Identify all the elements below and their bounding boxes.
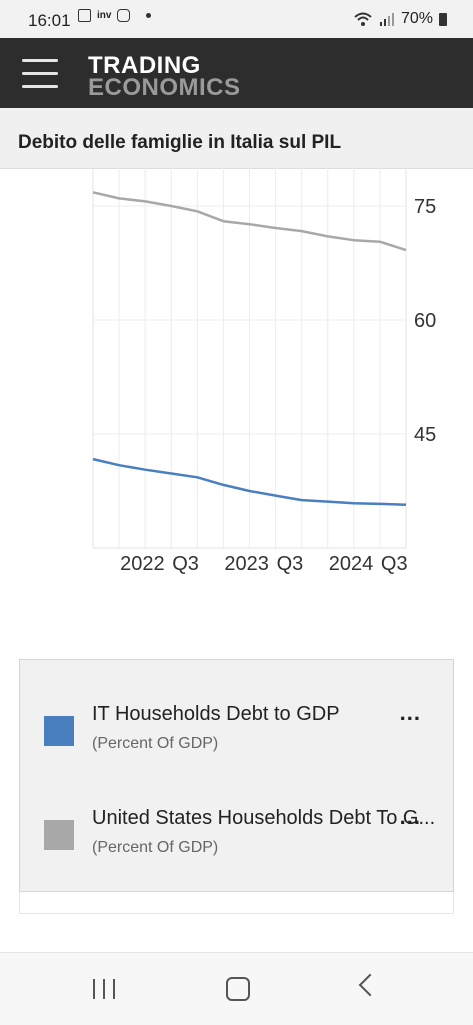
- more-options-icon[interactable]: ...: [399, 700, 421, 725]
- x-tick-label: Q3: [172, 553, 199, 575]
- app-bar: TRADING ECONOMICS: [0, 38, 473, 108]
- logo-line1: TRADING: [88, 52, 201, 79]
- x-tick-label: 2023: [224, 553, 269, 575]
- signal-icon: [379, 13, 394, 26]
- status-notification-icons: inv: [78, 9, 152, 22]
- legend-panel: IT Households Debt to GDP (Percent Of GD…: [19, 659, 454, 892]
- status-time: 16:01: [28, 11, 71, 30]
- legend-series-name-it: IT Households Debt to GDP: [92, 703, 340, 725]
- more-options-icon[interactable]: ...: [399, 804, 421, 829]
- status-bar: 16:01 inv 70%: [0, 0, 473, 38]
- dot-icon: [146, 13, 152, 18]
- navigation-bar: [0, 952, 473, 1025]
- x-tick-label: 2024: [329, 553, 374, 575]
- home-icon[interactable]: [226, 977, 250, 1001]
- y-tick-label: 75: [414, 196, 436, 218]
- inv-icon: inv: [97, 10, 112, 21]
- trading-economics-logo[interactable]: TRADING ECONOMICS: [88, 52, 241, 101]
- legend-unit-it: (Percent Of GDP): [92, 735, 219, 752]
- legend-label-it: IT Households Debt to GDP (Percent Of GD…: [92, 700, 340, 758]
- line-chart[interactable]: 75 60 45 2022 Q3 2023 Q3 2024 Q3: [0, 168, 473, 608]
- battery-percent: 70%: [400, 10, 433, 27]
- legend-swatch-us: [44, 820, 74, 850]
- series-line-it: [92, 457, 407, 506]
- x-tick-label: Q3: [381, 553, 408, 575]
- image-icon: [78, 9, 91, 22]
- legend-swatch-it: [44, 716, 74, 746]
- x-tick-label: Q3: [277, 553, 304, 575]
- series-line-us: [92, 191, 407, 252]
- wifi-icon: [354, 12, 372, 26]
- page-title: Debito delle famiglie in Italia sul PIL: [18, 132, 342, 153]
- battery-icon: [439, 12, 447, 26]
- back-icon[interactable]: [358, 973, 382, 997]
- panel-bottom-border: [19, 892, 454, 914]
- y-tick-label: 45: [414, 424, 436, 446]
- y-tick-label: 60: [414, 310, 436, 332]
- legend-series-name-us: United States Households Debt To G...: [92, 807, 436, 829]
- legend-label-us: United States Households Debt To G... (P…: [92, 804, 435, 862]
- hamburger-icon[interactable]: [22, 59, 58, 89]
- logo-line2: ECONOMICS: [88, 74, 241, 101]
- status-right: 70%: [353, 10, 447, 28]
- legend-unit-us: (Percent Of GDP): [92, 839, 219, 856]
- chart-area[interactable]: 75 60 45 2022 Q3 2023 Q3 2024 Q3: [0, 168, 473, 608]
- x-tick-label: 2022: [120, 553, 165, 575]
- instagram-icon: [117, 9, 131, 22]
- title-bar: Debito delle famiglie in Italia sul PIL: [0, 108, 473, 169]
- recents-icon[interactable]: [93, 979, 117, 999]
